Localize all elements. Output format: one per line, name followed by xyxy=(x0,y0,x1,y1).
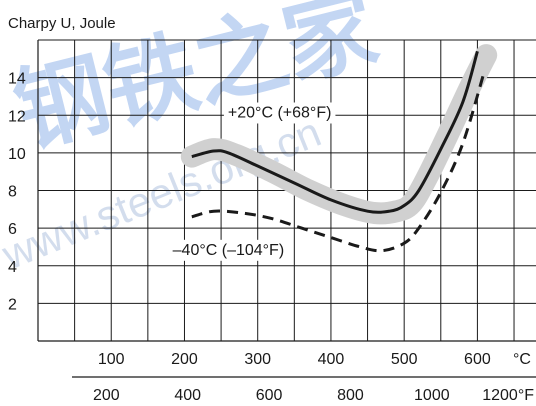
x-tick-label-c: 400 xyxy=(318,351,345,368)
x-tick-label-f: 600 xyxy=(256,387,283,404)
x-tick-label-c: 300 xyxy=(244,351,271,368)
y-axis-label: Charpy U, Joule xyxy=(8,15,116,32)
axis-layer: 2 4 6 8 10 12 14 100 200 300 400 500 600 °C 200 400 600 8… xyxy=(8,71,536,404)
y-tick-label: 10 xyxy=(8,146,26,163)
label-plus20c: +20°C (+68°F) xyxy=(228,104,332,121)
x-unit-c: °C xyxy=(513,351,531,368)
x-tick-label-f: 1000 xyxy=(414,387,450,404)
x-tick-label-c: 500 xyxy=(391,351,418,368)
x-tick-label-c: 100 xyxy=(98,351,125,368)
label-background xyxy=(223,102,336,124)
x-tick-label-f: 200 xyxy=(93,387,120,404)
x-tick-label-f: 400 xyxy=(174,387,201,404)
x-tick-label-f: 1200°F xyxy=(482,387,534,404)
x-tick-label-f: 800 xyxy=(337,387,364,404)
watermark: 钢铁之家 www.steels.org.cn xyxy=(0,0,387,279)
x-tick-label-c: 200 xyxy=(171,351,198,368)
label-minus40c: –40°C (–104°F) xyxy=(173,242,285,259)
y-tick-label: 14 xyxy=(8,71,26,88)
y-tick-label: 4 xyxy=(8,259,17,276)
y-tick-label: 6 xyxy=(8,221,17,238)
y-tick-label: 2 xyxy=(8,296,17,313)
label-background xyxy=(168,239,289,261)
series-line-plus20c xyxy=(191,50,479,214)
x-tick-label-c: 600 xyxy=(464,351,491,368)
series-layer xyxy=(191,50,487,253)
annotation-layer: +20°C (+68°F) –40°C (–104°F) xyxy=(168,102,336,261)
y-tick-label: 12 xyxy=(8,108,26,125)
y-tick-label: 8 xyxy=(8,184,17,201)
